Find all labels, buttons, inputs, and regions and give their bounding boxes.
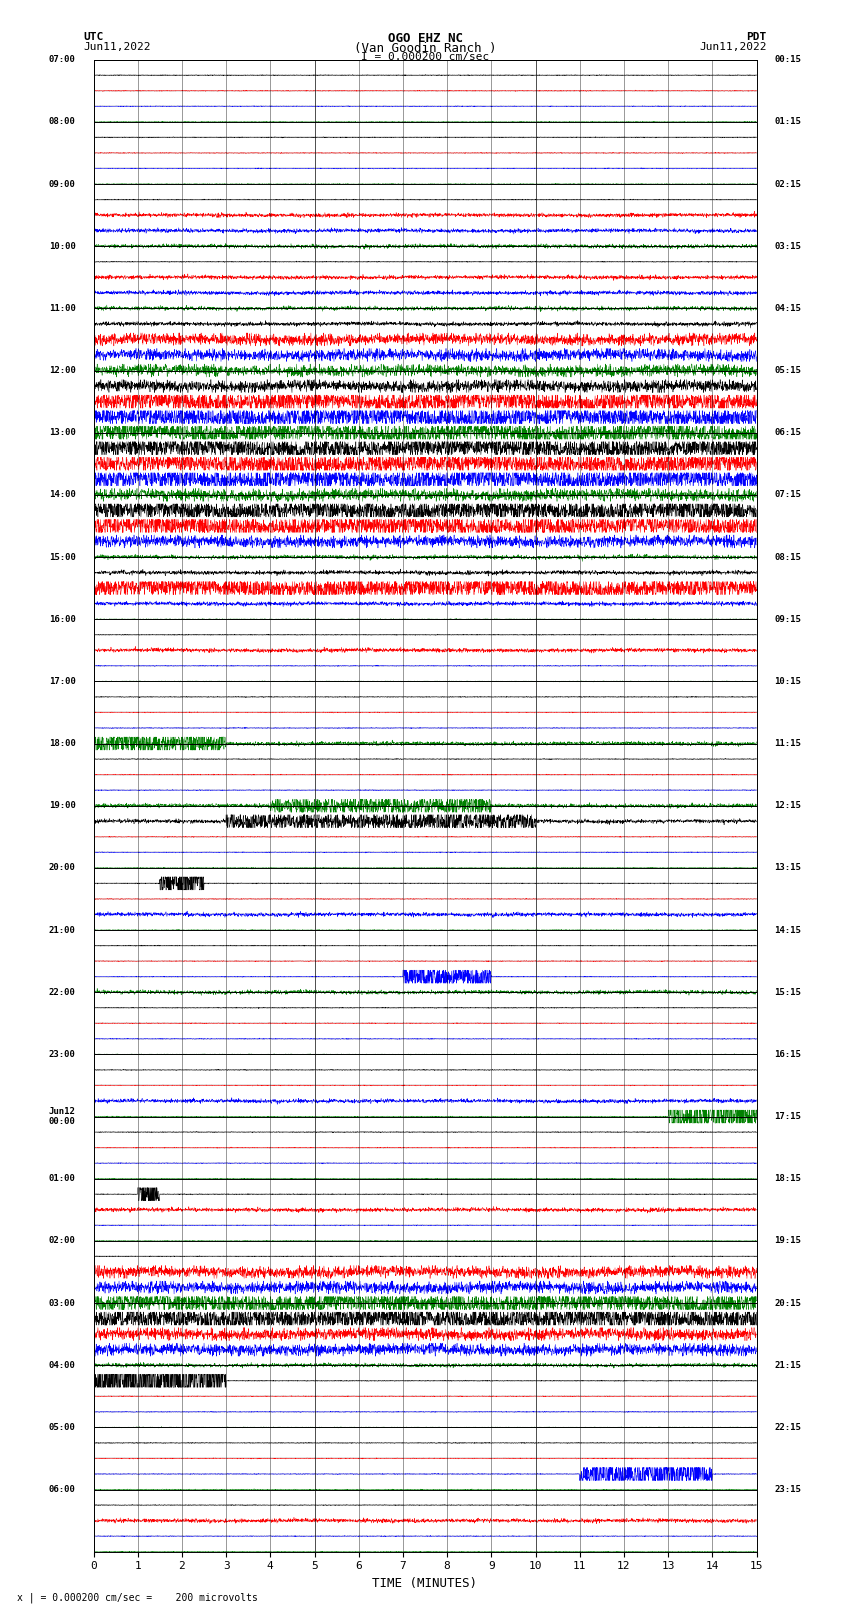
Text: 16:00: 16:00 xyxy=(49,615,76,624)
Text: (Van Goodin Ranch ): (Van Goodin Ranch ) xyxy=(354,42,496,55)
Text: 20:00: 20:00 xyxy=(49,863,76,873)
Text: 02:15: 02:15 xyxy=(774,179,801,189)
Text: 11:15: 11:15 xyxy=(774,739,801,748)
Text: 13:15: 13:15 xyxy=(774,863,801,873)
Text: 03:15: 03:15 xyxy=(774,242,801,250)
Text: 17:15: 17:15 xyxy=(774,1111,801,1121)
Text: OGO EHZ NC: OGO EHZ NC xyxy=(388,32,462,45)
Text: 10:15: 10:15 xyxy=(774,677,801,686)
Text: 12:15: 12:15 xyxy=(774,802,801,810)
Text: 15:15: 15:15 xyxy=(774,987,801,997)
Text: 05:00: 05:00 xyxy=(49,1423,76,1432)
Text: 17:00: 17:00 xyxy=(49,677,76,686)
Text: 19:15: 19:15 xyxy=(774,1237,801,1245)
Text: 06:15: 06:15 xyxy=(774,427,801,437)
Text: x | = 0.000200 cm/sec =    200 microvolts: x | = 0.000200 cm/sec = 200 microvolts xyxy=(17,1592,258,1603)
Text: Jun11,2022: Jun11,2022 xyxy=(700,42,767,52)
Text: 06:00: 06:00 xyxy=(49,1486,76,1494)
Text: 01:00: 01:00 xyxy=(49,1174,76,1184)
Text: 09:15: 09:15 xyxy=(774,615,801,624)
Text: 13:00: 13:00 xyxy=(49,427,76,437)
Text: 07:00: 07:00 xyxy=(49,55,76,65)
Text: 02:00: 02:00 xyxy=(49,1237,76,1245)
Text: 19:00: 19:00 xyxy=(49,802,76,810)
Text: 18:15: 18:15 xyxy=(774,1174,801,1184)
Text: 04:15: 04:15 xyxy=(774,303,801,313)
Text: 20:15: 20:15 xyxy=(774,1298,801,1308)
Text: 14:00: 14:00 xyxy=(49,490,76,500)
Text: 11:00: 11:00 xyxy=(49,303,76,313)
Text: 16:15: 16:15 xyxy=(774,1050,801,1058)
Text: 03:00: 03:00 xyxy=(49,1298,76,1308)
Text: PDT: PDT xyxy=(746,32,767,42)
Text: 21:15: 21:15 xyxy=(774,1361,801,1369)
X-axis label: TIME (MINUTES): TIME (MINUTES) xyxy=(372,1578,478,1590)
Text: Jun11,2022: Jun11,2022 xyxy=(83,42,150,52)
Text: 18:00: 18:00 xyxy=(49,739,76,748)
Text: 22:00: 22:00 xyxy=(49,987,76,997)
Text: UTC: UTC xyxy=(83,32,104,42)
Text: 23:00: 23:00 xyxy=(49,1050,76,1058)
Text: 10:00: 10:00 xyxy=(49,242,76,250)
Text: 08:00: 08:00 xyxy=(49,118,76,126)
Text: 07:15: 07:15 xyxy=(774,490,801,500)
Text: Jun12
00:00: Jun12 00:00 xyxy=(49,1107,76,1126)
Text: 00:15: 00:15 xyxy=(774,55,801,65)
Text: 23:15: 23:15 xyxy=(774,1486,801,1494)
Text: 09:00: 09:00 xyxy=(49,179,76,189)
Text: 22:15: 22:15 xyxy=(774,1423,801,1432)
Text: 08:15: 08:15 xyxy=(774,553,801,561)
Text: 12:00: 12:00 xyxy=(49,366,76,374)
Text: 05:15: 05:15 xyxy=(774,366,801,374)
Text: 01:15: 01:15 xyxy=(774,118,801,126)
Text: 04:00: 04:00 xyxy=(49,1361,76,1369)
Text: 21:00: 21:00 xyxy=(49,926,76,934)
Text: I = 0.000200 cm/sec: I = 0.000200 cm/sec xyxy=(361,52,489,61)
Text: 15:00: 15:00 xyxy=(49,553,76,561)
Text: 14:15: 14:15 xyxy=(774,926,801,934)
